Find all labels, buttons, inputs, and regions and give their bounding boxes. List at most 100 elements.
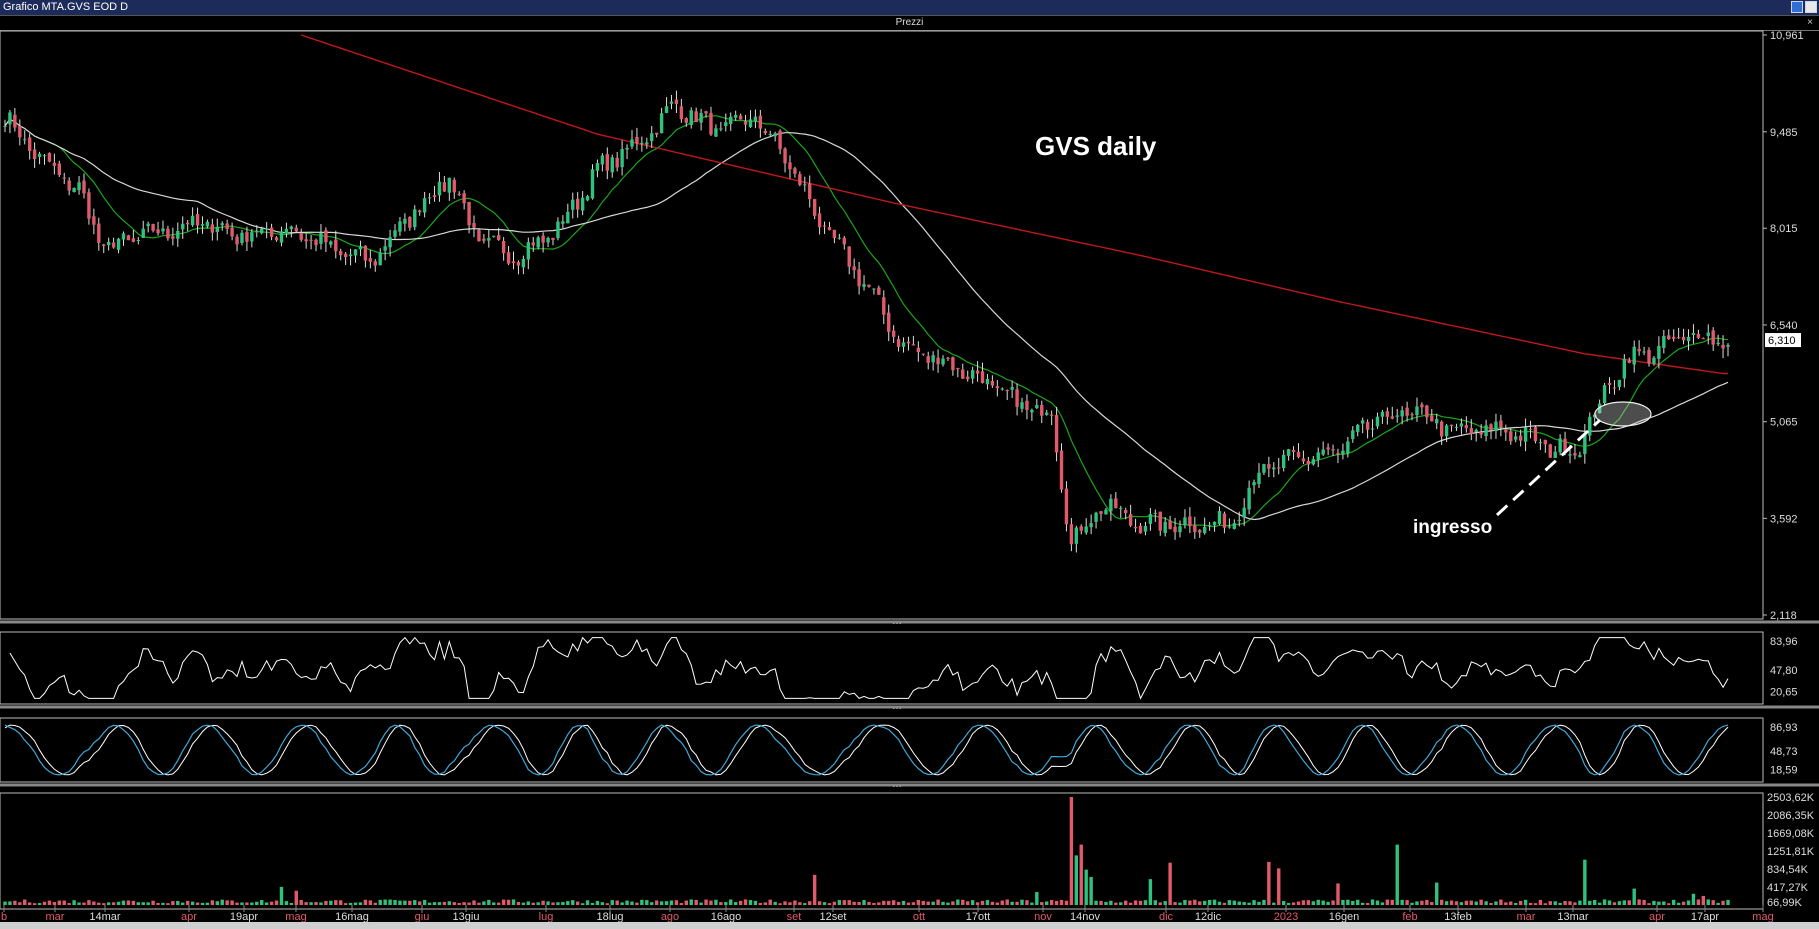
close-button[interactable] [1805, 1, 1817, 13]
volume-bar [166, 903, 170, 905]
candle-body [1326, 447, 1330, 450]
volume-bar [398, 900, 402, 905]
volume-bar [743, 899, 748, 905]
volume-bar [1242, 902, 1246, 905]
candle-body [487, 238, 491, 241]
volume-bar [575, 901, 580, 905]
candle-body [1430, 415, 1434, 422]
candle-body [1351, 430, 1355, 440]
candle-body [1449, 424, 1454, 427]
candle-body [645, 142, 649, 145]
candle-body [640, 142, 644, 144]
candle-body [650, 133, 654, 142]
volume-bar [556, 902, 560, 905]
candle-body [1484, 425, 1488, 437]
candle-body [566, 211, 570, 224]
volume-bar [975, 902, 980, 905]
price-panel-frame [0, 30, 1764, 620]
volume-bar [1232, 900, 1237, 905]
candle-body [1040, 405, 1044, 416]
volume-bar [329, 900, 333, 905]
candle-body [1469, 428, 1473, 434]
volume-bar [561, 901, 565, 905]
volume-bar [1079, 844, 1083, 905]
candle-body [1074, 527, 1079, 544]
volume-bar [176, 900, 180, 905]
volume-tick-label: 417,27K [1767, 882, 1809, 894]
volume-bar [1331, 900, 1335, 905]
volume-bar [1143, 900, 1148, 905]
candle-body [319, 232, 323, 244]
volume-bar [1059, 900, 1064, 905]
candle-body [1079, 526, 1083, 531]
volume-bar [492, 902, 496, 905]
candle-body [1247, 487, 1251, 510]
volume-bar [1133, 900, 1138, 905]
volume-bar [1109, 900, 1113, 905]
volume-bar [729, 899, 733, 905]
volume-bar [339, 900, 343, 905]
volume-bar [951, 901, 955, 905]
volume-bar [1114, 902, 1118, 905]
candle-body [447, 177, 452, 193]
volume-bar [447, 901, 452, 905]
candle-body [1252, 482, 1256, 486]
candle-body [1123, 509, 1128, 513]
horizontal-scrollbar[interactable] [0, 922, 1819, 929]
volume-bar [1069, 797, 1074, 905]
volume-bar [1346, 899, 1350, 905]
candle-body [190, 215, 195, 226]
volume-bar [225, 900, 229, 905]
candle-body [788, 162, 792, 170]
candle-body [457, 193, 461, 195]
candle-body [990, 380, 995, 386]
candle-body [393, 230, 397, 237]
volume-bar [1153, 900, 1158, 905]
candle-body [980, 371, 985, 384]
osc2-tick-label: 86,93 [1770, 722, 1798, 734]
panel-close-icon[interactable]: × [1807, 17, 1813, 28]
candle-body [245, 232, 249, 242]
date-tick-label: ago [661, 911, 679, 923]
volume-bar [1296, 901, 1301, 905]
candle-body [615, 157, 619, 168]
volume-bar [1104, 901, 1108, 905]
volume-bar [171, 901, 175, 905]
volume-bar [536, 902, 540, 905]
candle-body [1380, 411, 1385, 417]
candle-body [704, 111, 708, 114]
candle-body [719, 128, 723, 130]
volume-bar [18, 902, 22, 905]
volume-bar [1597, 902, 1602, 905]
candle-body [343, 253, 348, 258]
candle-body [353, 249, 358, 256]
volume-bar [1074, 855, 1079, 905]
volume-bar [635, 902, 639, 905]
candle-body [408, 217, 412, 228]
candle-body [817, 213, 822, 228]
candle-body [832, 229, 837, 239]
volume-bar [1637, 899, 1641, 905]
candle-body [1558, 438, 1562, 453]
candle-body [250, 232, 254, 242]
volume-bar [1489, 903, 1493, 905]
minimize-button[interactable] [1791, 1, 1803, 13]
volume-bar [487, 899, 491, 905]
candle-body [1716, 342, 1720, 345]
candle-body [882, 297, 886, 315]
volume-bar [210, 900, 215, 905]
volume-bar [1593, 899, 1597, 905]
candle-body [561, 221, 565, 224]
volume-bar [1400, 899, 1404, 905]
candle-body [862, 284, 866, 287]
volume-bar [240, 902, 244, 905]
volume-bar [1222, 902, 1227, 905]
candle-body [1336, 453, 1340, 455]
candle-body [753, 116, 758, 122]
candle-body [42, 155, 47, 157]
candle-body [585, 196, 590, 201]
volume-bar [1044, 901, 1049, 905]
volume-bar [403, 900, 407, 905]
candle-body [684, 118, 689, 123]
